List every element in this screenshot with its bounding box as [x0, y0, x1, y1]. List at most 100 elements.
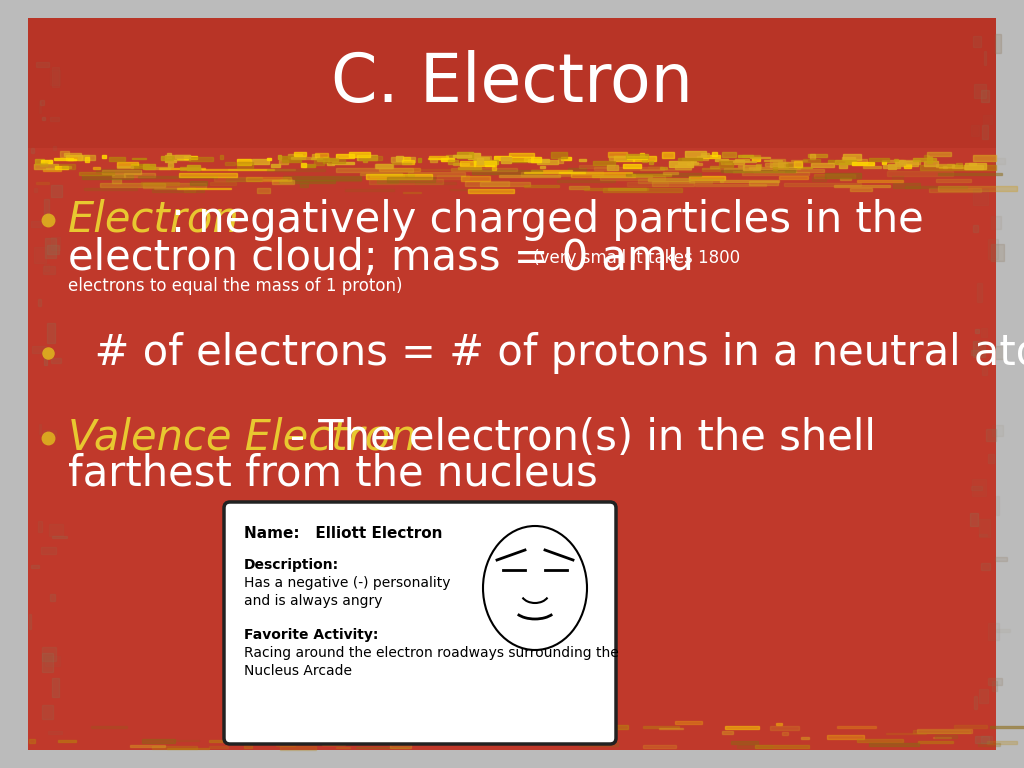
- Bar: [352, 721, 410, 723]
- Bar: [538, 161, 558, 164]
- Bar: [84, 188, 137, 190]
- Bar: [810, 154, 815, 159]
- Bar: [401, 161, 415, 164]
- Bar: [38, 299, 41, 306]
- Bar: [82, 175, 133, 180]
- Bar: [524, 185, 559, 187]
- Bar: [797, 167, 812, 168]
- Bar: [38, 521, 42, 531]
- Bar: [395, 156, 403, 161]
- Bar: [642, 159, 647, 162]
- Bar: [776, 723, 782, 725]
- Bar: [764, 160, 781, 161]
- Bar: [558, 171, 603, 175]
- Bar: [700, 155, 720, 158]
- Bar: [669, 161, 692, 167]
- Bar: [924, 161, 938, 167]
- Bar: [778, 162, 803, 167]
- Bar: [919, 741, 953, 743]
- Bar: [99, 184, 165, 187]
- Bar: [749, 167, 801, 169]
- Bar: [733, 171, 796, 173]
- Bar: [783, 184, 860, 186]
- Bar: [939, 167, 964, 168]
- Bar: [39, 101, 41, 113]
- Bar: [558, 157, 563, 163]
- Bar: [701, 153, 709, 157]
- Bar: [117, 166, 133, 167]
- Bar: [846, 161, 855, 163]
- Bar: [609, 156, 631, 161]
- Bar: [453, 155, 471, 157]
- Bar: [641, 157, 645, 159]
- Bar: [137, 177, 217, 178]
- Bar: [550, 735, 592, 736]
- Bar: [300, 183, 308, 187]
- Bar: [165, 155, 189, 161]
- Bar: [561, 157, 570, 160]
- Bar: [935, 735, 957, 738]
- Bar: [35, 187, 37, 192]
- Bar: [845, 159, 867, 164]
- Bar: [988, 454, 994, 462]
- Text: electron cloud; mass = 0 amu: electron cloud; mass = 0 amu: [68, 237, 694, 279]
- Bar: [579, 164, 613, 168]
- Bar: [801, 737, 809, 739]
- Bar: [983, 114, 992, 124]
- Bar: [991, 216, 1001, 229]
- Bar: [524, 158, 529, 161]
- Bar: [460, 167, 481, 169]
- Bar: [920, 165, 996, 170]
- FancyBboxPatch shape: [28, 18, 996, 148]
- Bar: [51, 184, 62, 197]
- Text: # of electrons = # of protons in a neutral atom: # of electrons = # of protons in a neutr…: [68, 332, 1024, 374]
- Bar: [175, 155, 190, 157]
- Bar: [141, 740, 175, 743]
- Bar: [462, 176, 489, 180]
- Bar: [262, 179, 287, 180]
- Bar: [584, 187, 648, 190]
- Bar: [607, 164, 618, 170]
- Bar: [608, 188, 646, 190]
- Bar: [883, 161, 886, 164]
- Bar: [632, 174, 672, 176]
- Bar: [756, 164, 761, 168]
- Bar: [283, 160, 301, 162]
- Bar: [984, 51, 986, 65]
- Bar: [295, 727, 301, 729]
- Bar: [93, 167, 100, 169]
- Bar: [349, 151, 370, 157]
- Bar: [91, 726, 127, 728]
- Bar: [857, 739, 903, 742]
- Bar: [469, 153, 480, 157]
- Bar: [296, 177, 361, 181]
- Bar: [177, 157, 188, 159]
- Bar: [886, 733, 926, 734]
- Bar: [755, 745, 809, 747]
- Bar: [167, 154, 171, 158]
- Bar: [991, 243, 1004, 261]
- Bar: [600, 176, 665, 180]
- Bar: [675, 721, 701, 724]
- Bar: [973, 155, 995, 161]
- Bar: [142, 183, 206, 187]
- Bar: [317, 158, 338, 161]
- Bar: [992, 681, 997, 691]
- Bar: [279, 160, 288, 164]
- Bar: [31, 221, 41, 227]
- Bar: [47, 323, 55, 343]
- Bar: [267, 169, 326, 170]
- Bar: [409, 172, 465, 176]
- Text: Name:   Elliott Electron: Name: Elliott Electron: [244, 526, 442, 541]
- Bar: [827, 735, 864, 739]
- Bar: [770, 164, 783, 167]
- Bar: [938, 186, 1018, 190]
- Bar: [305, 729, 352, 731]
- Bar: [995, 346, 1005, 359]
- Bar: [52, 536, 68, 538]
- Bar: [603, 187, 682, 192]
- Bar: [78, 155, 88, 160]
- Bar: [364, 158, 368, 162]
- Bar: [485, 163, 495, 166]
- Bar: [161, 156, 173, 160]
